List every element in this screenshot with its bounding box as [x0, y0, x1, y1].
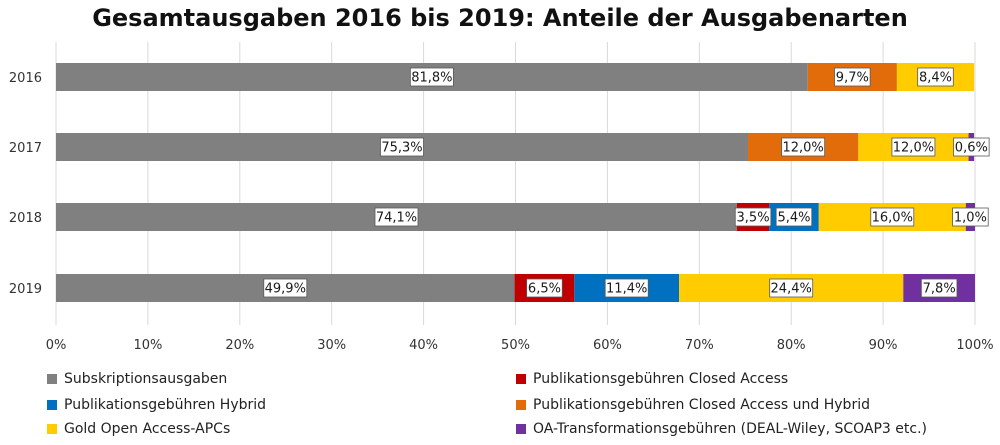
data-label: 49,9%: [265, 282, 306, 297]
data-label-box: [952, 207, 989, 227]
x-tick-label: 40%: [409, 338, 438, 353]
x-tick-label: 80%: [777, 338, 806, 353]
x-tick-label: 0%: [46, 338, 67, 353]
x-tick-label: 10%: [133, 338, 162, 353]
data-label: 74,1%: [376, 211, 417, 226]
data-label-box: [526, 278, 563, 298]
data-label: 12,0%: [893, 141, 934, 156]
data-label: 3,5%: [737, 211, 770, 226]
legend-swatch: [516, 424, 526, 434]
data-label-box: [775, 207, 813, 227]
legend-label: Publikationsgebühren Closed Access und H…: [533, 397, 870, 413]
data-label-box: [781, 137, 826, 157]
data-label-box: [604, 278, 649, 298]
data-label-box: [917, 67, 954, 87]
data-label: 11,4%: [606, 282, 647, 297]
data-label: 81,8%: [411, 71, 452, 86]
y-tick-label: 2017: [9, 141, 42, 156]
x-tick-label: 60%: [593, 338, 622, 353]
legend-swatch: [516, 374, 526, 384]
legend-swatch: [516, 400, 526, 410]
data-label-box: [834, 67, 871, 87]
axes: 0% 10% 20% 30% 40% 50% 60% 70% 80% 90% 100% 2016 201…: [9, 71, 994, 353]
x-tick-label: 90%: [869, 338, 898, 353]
legend-label: Subskriptionsausgaben: [64, 371, 228, 387]
data-label: 16,0%: [872, 211, 913, 226]
data-label-box: [953, 137, 990, 157]
data-label-box: [380, 137, 424, 157]
data-label-box: [263, 278, 308, 298]
y-tick-label: 2019: [9, 282, 42, 297]
data-label-box: [409, 67, 454, 87]
legend-item-closed-access: Publikationsgebühren Closed Access: [516, 371, 788, 387]
data-label: 7,8%: [923, 282, 956, 297]
legend-label: OA-Transformationsgebühren (DEAL-Wiley, …: [533, 421, 927, 437]
legend-item-oa-transformation: OA-Transformationsgebühren (DEAL-Wiley, …: [516, 421, 927, 437]
data-label: 12,0%: [782, 141, 823, 156]
data-label: 5,4%: [777, 211, 810, 226]
x-tick-label: 30%: [317, 338, 346, 353]
data-label: 1,0%: [954, 211, 987, 226]
legend-swatch: [47, 424, 57, 434]
chart-title: Gesamtausgaben 2016 bis 2019: Anteile de…: [92, 4, 908, 32]
data-labels: 81,8% 75,3% 74,1% 49,9% 3,5% 6,5% 5,4% 11,4% 9,7…: [263, 67, 990, 298]
legend-item-closed-and-hybrid: Publikationsgebühren Closed Access und H…: [516, 397, 870, 413]
data-label: 24,4%: [771, 282, 812, 297]
x-tick-label: 70%: [685, 338, 714, 353]
data-label-box: [734, 207, 772, 227]
legend-label: Publikationsgebühren Hybrid: [64, 397, 267, 413]
x-tick-label: 20%: [225, 338, 254, 353]
data-label: 0,6%: [955, 141, 988, 156]
x-tick-label: 50%: [501, 338, 530, 353]
legend-item-subskription: Subskriptionsausgaben: [47, 371, 227, 387]
data-label-box: [920, 278, 958, 298]
data-label-box: [891, 137, 936, 157]
legend-swatch: [47, 400, 57, 410]
data-label: 75,3%: [381, 141, 422, 156]
legend-label: Publikationsgebühren Closed Access: [533, 371, 789, 387]
y-tick-label: 2018: [9, 211, 42, 226]
data-label: 8,4%: [919, 71, 952, 86]
data-label-box: [374, 207, 419, 227]
data-label-box: [769, 278, 814, 298]
x-tick-label: 100%: [956, 338, 993, 353]
data-label-box: [870, 207, 915, 227]
data-label: 6,5%: [528, 282, 561, 297]
legend-label: Gold Open Access-APCs: [64, 421, 231, 437]
legend-item-gold-oa: Gold Open Access-APCs: [47, 421, 230, 437]
data-label: 9,7%: [836, 71, 869, 86]
y-tick-label: 2016: [9, 71, 42, 86]
legend-swatch: [47, 374, 57, 384]
legend-item-hybrid: Publikationsgebühren Hybrid: [47, 397, 266, 413]
